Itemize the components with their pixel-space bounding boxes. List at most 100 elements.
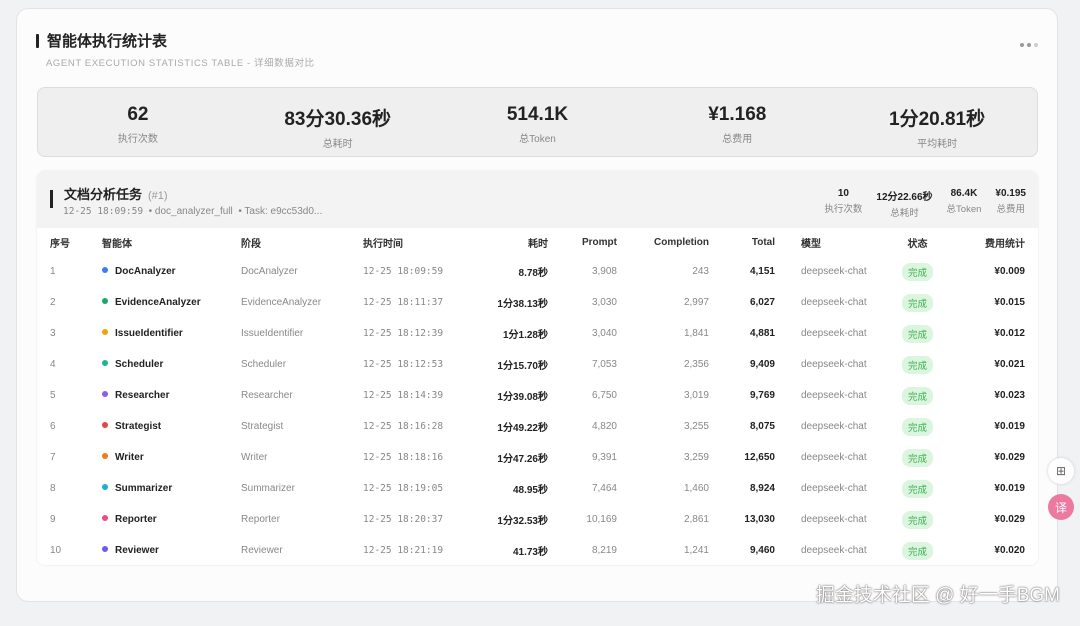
stage: Reporter	[241, 514, 280, 525]
summary-stat: 514.1K 总Token	[438, 88, 638, 156]
stat-value: ¥0.195	[995, 188, 1026, 199]
agent-cell: EvidenceAnalyzer	[102, 287, 241, 318]
summary-panel: 62 执行次数 83分30.36秒 总耗时 514.1K 总Token ¥1.168 总费用 1…	[37, 87, 1038, 157]
status-badge: 完成	[901, 479, 933, 498]
exec-time: 12-25 18:12:39	[363, 328, 444, 339]
translate-icon[interactable]: 译	[1048, 494, 1074, 520]
stat-value: ¥1.168	[708, 104, 767, 125]
duration: 1分49.22秒	[497, 423, 548, 434]
agent-cell: Reviewer	[102, 535, 241, 565]
stat-value: 514.1K	[506, 104, 569, 125]
agent-name: IssueIdentifier	[115, 328, 183, 339]
stat-label: 总耗时	[322, 139, 353, 150]
agent-color-dot	[102, 391, 108, 397]
duration: 48.95秒	[512, 485, 548, 496]
column-header[interactable]: Total	[751, 236, 775, 248]
agent-cell: Scheduler	[102, 349, 241, 380]
row-index: 7	[50, 452, 56, 463]
model: deepseek-chat	[801, 266, 867, 277]
model: deepseek-chat	[801, 297, 867, 308]
table-row[interactable]: 8 Summarizer Summarizer 12-25 18:19:05 4…	[37, 473, 1038, 504]
exec-time: 12-25 18:12:53	[363, 359, 444, 370]
agent-name: DocAnalyzer	[115, 266, 176, 277]
status-badge: 完成	[901, 324, 933, 343]
agent-color-dot	[102, 453, 108, 459]
row-index: 10	[50, 545, 62, 556]
column-header[interactable]: 智能体	[102, 238, 132, 250]
column-header[interactable]: 执行时间	[363, 238, 403, 250]
agent-color-dot	[102, 515, 108, 521]
stage: Summarizer	[241, 483, 295, 494]
agent-cell: IssueIdentifier	[102, 318, 241, 349]
cost: ¥0.009	[994, 266, 1025, 277]
table-row[interactable]: 3 IssueIdentifier IssueIdentifier 12-25 …	[37, 318, 1038, 349]
column-header[interactable]: 阶段	[241, 238, 261, 250]
stage: IssueIdentifier	[241, 328, 304, 339]
more-options-icon[interactable]	[1020, 43, 1038, 47]
summary-stat: ¥1.168 总费用	[637, 88, 837, 156]
table-row[interactable]: 4 Scheduler Scheduler 12-25 18:12:53 1分1…	[37, 349, 1038, 380]
table-row[interactable]: 9 Reporter Reporter 12-25 18:20:37 1分32.…	[37, 504, 1038, 535]
table-row[interactable]: 5 Researcher Researcher 12-25 18:14:39 1…	[37, 380, 1038, 411]
task-stat: 10 执行次数	[824, 188, 862, 219]
cost: ¥0.012	[994, 328, 1025, 339]
table-row[interactable]: 2 EvidenceAnalyzer EvidenceAnalyzer 12-2…	[37, 287, 1038, 318]
completion-tokens: 2,356	[683, 359, 709, 370]
column-header[interactable]: 模型	[801, 238, 821, 250]
prompt-tokens: 8,219	[591, 545, 617, 556]
stat-value: 1分20.81秒	[889, 109, 986, 130]
column-header[interactable]: 耗时	[528, 238, 548, 250]
duration: 1分15.70秒	[497, 361, 548, 372]
summary-stat: 1分20.81秒 平均耗时	[837, 88, 1037, 156]
stat-value: 83分30.36秒	[284, 109, 392, 130]
stage: Scheduler	[241, 359, 287, 370]
stage: Researcher	[241, 390, 293, 401]
table-row[interactable]: 10 Reviewer Reviewer 12-25 18:21:19 41.7…	[37, 535, 1038, 565]
column-header[interactable]: 费用统计	[985, 238, 1025, 250]
task-workflow: • doc_analyzer_full	[148, 206, 233, 217]
stage: Strategist	[241, 421, 284, 432]
cost: ¥0.015	[994, 297, 1025, 308]
prompt-tokens: 3,040	[591, 328, 617, 339]
apps-icon[interactable]: ⊞	[1048, 458, 1074, 484]
agent-cell: Reporter	[102, 504, 241, 535]
status-badge: 完成	[901, 510, 933, 529]
stat-value: 62	[127, 104, 149, 125]
column-header[interactable]: 序号	[50, 238, 70, 250]
stage: EvidenceAnalyzer	[241, 297, 322, 308]
stat-value: 12分22.66秒	[876, 192, 933, 203]
column-header[interactable]: Prompt	[582, 236, 617, 248]
duration: 1分47.26秒	[497, 454, 548, 465]
cost: ¥0.023	[994, 390, 1025, 401]
prompt-tokens: 3,908	[591, 266, 617, 277]
model: deepseek-chat	[801, 514, 867, 525]
task-stat: 12分22.66秒 总耗时	[876, 188, 932, 219]
completion-tokens: 2,861	[683, 514, 709, 525]
table-row[interactable]: 7 Writer Writer 12-25 18:18:16 1分47.26秒 …	[37, 442, 1038, 473]
table-row[interactable]: 1 DocAnalyzer DocAnalyzer 12-25 18:09:59…	[37, 256, 1038, 287]
table-row[interactable]: 6 Strategist Strategist 12-25 18:16:28 1…	[37, 411, 1038, 442]
model: deepseek-chat	[801, 390, 867, 401]
stat-label: 总Token	[946, 204, 982, 215]
duration: 1分39.08秒	[497, 392, 548, 403]
task-header: 文档分析任务 (#1) 12-25 18:09:59 • doc_analyzer…	[37, 171, 1038, 228]
stage: DocAnalyzer	[241, 266, 298, 277]
stat-label: 总Token	[519, 134, 556, 145]
column-header[interactable]: Completion	[654, 236, 709, 248]
duration: 1分38.13秒	[497, 299, 548, 310]
agent-name: Summarizer	[115, 483, 173, 494]
page-title: 智能体执行统计表	[36, 30, 167, 51]
completion-tokens: 1,841	[683, 328, 709, 339]
column-header[interactable]: 状态	[907, 238, 928, 250]
task-stat: ¥0.195 总费用	[995, 188, 1026, 219]
total-tokens: 12,650	[744, 452, 775, 463]
agent-color-dot	[102, 267, 108, 273]
agent-name: EvidenceAnalyzer	[115, 297, 201, 308]
total-tokens: 9,409	[749, 359, 775, 370]
status-badge: 完成	[901, 293, 933, 312]
total-tokens: 9,769	[749, 390, 775, 401]
completion-tokens: 1,241	[683, 545, 709, 556]
row-index: 6	[50, 421, 56, 432]
agent-name: Researcher	[115, 390, 170, 401]
agent-cell: Summarizer	[102, 473, 241, 504]
